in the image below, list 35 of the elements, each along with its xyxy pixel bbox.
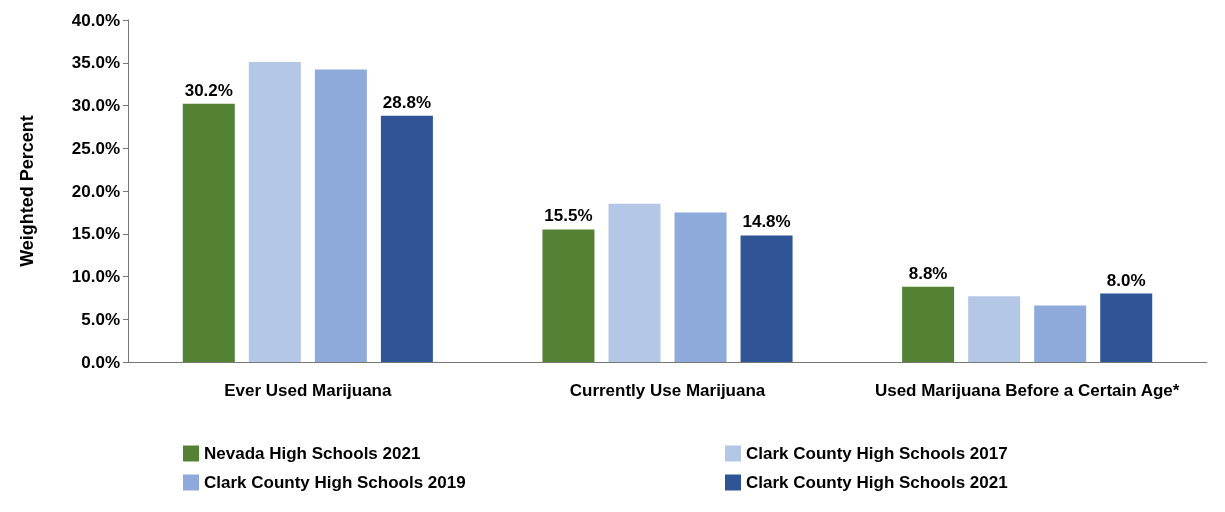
x-tick-label: Used Marijuana Before a Certain Age* [874,380,1180,400]
y-tick-label: 0.0% [81,352,120,372]
x-tick-label: Currently Use Marijuana [569,380,766,400]
bar [1100,293,1153,362]
x-tick-label: Ever Used Marijuana [224,380,392,400]
legend-label: Clark County High Schools 2017 [746,444,1008,463]
data-label: 14.8% [742,212,791,232]
bar [542,229,595,362]
data-label: 15.5% [544,206,593,226]
bar [248,61,301,362]
bar [1034,305,1087,362]
y-axis-title: Weighted Percent [17,115,37,267]
data-label: 8.0% [1106,270,1146,290]
y-tick-label: 30.0% [71,96,120,115]
y-tick-label: 25.0% [71,138,120,158]
bar [674,212,727,362]
bar [740,235,793,362]
y-tick-label: 5.0% [81,309,120,329]
y-tick-label: 35.0% [71,53,120,73]
data-label: 28.8% [382,92,431,112]
y-tick-label: 15.0% [71,224,120,244]
bar [314,69,367,362]
bar [182,103,235,362]
data-label: 8.8% [908,263,948,283]
bar [968,296,1021,362]
data-label: 30.2% [184,80,233,100]
y-tick-label: 10.0% [71,267,120,286]
y-tick-label: 40.0% [71,10,120,30]
legend-label: Clark County High Schools 2021 [746,473,1008,492]
legend-label: Nevada High Schools 2021 [204,444,421,463]
bar [608,203,661,362]
legend-label: Clark County High Schools 2019 [204,473,466,492]
bar [380,115,433,362]
bar [902,286,955,362]
y-tick-label: 20.0% [71,181,120,201]
